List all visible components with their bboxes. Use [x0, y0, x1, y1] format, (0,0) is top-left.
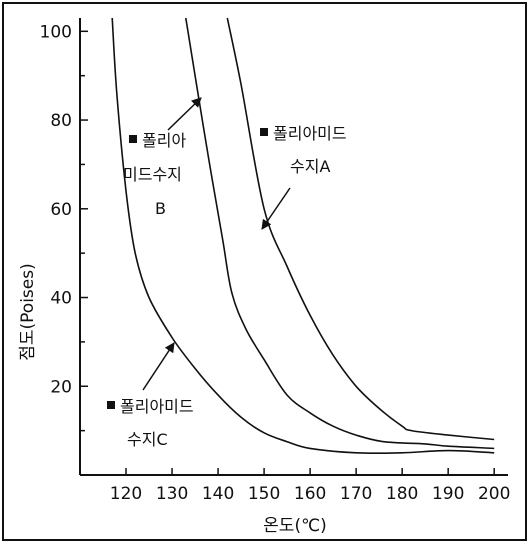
arrow-a — [261, 187, 291, 230]
x-tick-label: 180 — [386, 484, 418, 504]
x-tick-label: 190 — [432, 484, 464, 504]
x-axis-title: 온도(℃) — [263, 516, 327, 536]
y-tick-label: 80 — [50, 111, 72, 131]
arrow-c — [142, 342, 175, 391]
annotation-c-line2: 수지C — [127, 430, 168, 449]
x-ticks: 120 130 140 150 160 170 180 190 200 — [110, 468, 510, 504]
x-tick-label: 150 — [248, 484, 280, 504]
arrow-b — [167, 97, 202, 131]
annotation-b-line3: B — [155, 199, 166, 218]
y-tick-label: 60 — [50, 200, 72, 220]
series-line-c — [111, 17, 495, 455]
annotation-resin-a: 폴리아미드 수지A — [260, 124, 347, 230]
x-tick-label: 140 — [202, 484, 234, 504]
annotation-c-line1: 폴리아미드 — [120, 397, 194, 416]
annotation-resin-b: 폴리아 미드수지 B — [123, 97, 202, 218]
y-axis-title: 점도(Poises) — [18, 263, 38, 361]
y-tick-label: 40 — [50, 289, 72, 309]
bullet-square-a — [260, 128, 268, 136]
x-tick-label: 130 — [156, 484, 188, 504]
x-tick-label: 120 — [110, 484, 142, 504]
annotation-a-line2: 수지A — [290, 157, 330, 176]
x-tick-label: 200 — [478, 484, 510, 504]
annotation-resin-c: 폴리아미드 수지C — [107, 342, 194, 449]
y-tick-label: 20 — [50, 377, 72, 397]
x-tick-label: 170 — [340, 484, 372, 504]
annotation-b-line2: 미드수지 — [123, 165, 182, 184]
x-tick-label: 160 — [294, 484, 326, 504]
series-line-a — [226, 17, 495, 441]
y-ticks: 20 40 60 80 100 — [40, 22, 88, 432]
bullet-square-b — [129, 135, 137, 143]
series-group — [111, 17, 495, 455]
annotation-b-line1: 폴리아 — [142, 131, 186, 150]
bullet-square-c — [107, 401, 115, 409]
axes — [79, 18, 508, 476]
y-tick-label: 100 — [40, 22, 72, 42]
annotation-a-line1: 폴리아미드 — [273, 124, 347, 143]
series-line-b — [185, 17, 495, 450]
